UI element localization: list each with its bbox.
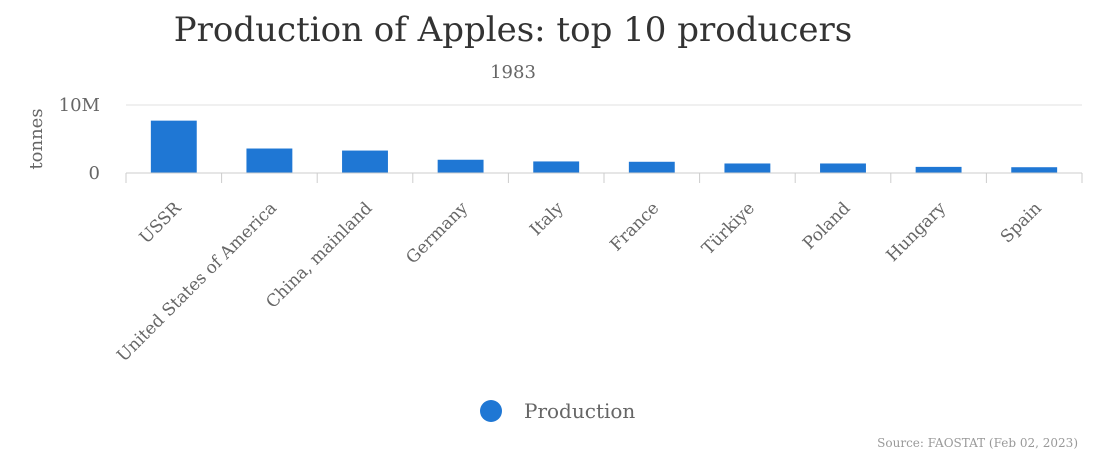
x-tick-label: Spain xyxy=(997,198,1046,247)
x-tick-label: Poland xyxy=(799,198,855,254)
x-tick-label: Italy xyxy=(526,198,568,240)
x-tick-label: Germany xyxy=(402,198,472,268)
chart-subtitle: 1983 xyxy=(490,62,536,83)
chart-title: Production of Apples: top 10 producers xyxy=(173,10,853,50)
bar-united-states-of-america[interactable] xyxy=(246,148,293,173)
x-tick-label: France xyxy=(606,198,663,255)
legend-label[interactable]: Production xyxy=(524,399,635,423)
bar-spain[interactable] xyxy=(1011,167,1058,173)
x-tick-label: USSR xyxy=(136,198,186,248)
bar-hungary[interactable] xyxy=(915,166,962,173)
x-tick-label: United States of America xyxy=(113,198,281,366)
bar-poland[interactable] xyxy=(820,163,866,173)
bar-china-mainland[interactable] xyxy=(342,150,388,173)
y-tick-label: 10M xyxy=(59,95,100,116)
bar-ussr[interactable] xyxy=(150,120,197,173)
y-tick-label: 0 xyxy=(89,163,100,184)
legend-marker[interactable] xyxy=(480,400,502,422)
x-tick-label: Hungary xyxy=(883,198,951,266)
x-tick-label: Türkiye xyxy=(698,198,759,259)
x-tick-label: China, mainland xyxy=(262,198,376,312)
bar-italy[interactable] xyxy=(533,161,580,173)
bar-t-rkiye[interactable] xyxy=(724,163,771,173)
y-axis-title: tonnes xyxy=(26,108,47,169)
source-note: Source: FAOSTAT (Feb 02, 2023) xyxy=(877,436,1078,450)
bar-france[interactable] xyxy=(628,161,675,173)
bar-germany[interactable] xyxy=(437,159,484,173)
